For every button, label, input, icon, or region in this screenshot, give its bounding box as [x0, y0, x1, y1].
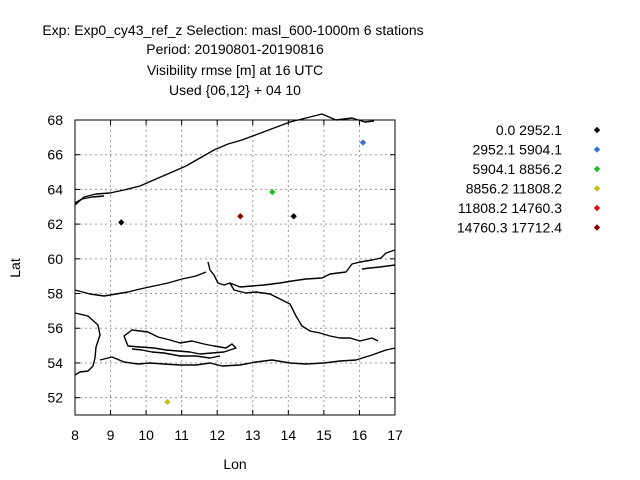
y-tick-label: 54 — [47, 355, 63, 371]
plot-frame — [74, 119, 396, 416]
y-tick-label: 68 — [47, 112, 63, 128]
station-marker — [118, 219, 125, 226]
legend: 0.0 2952.1 2952.1 5904.1 5904.1 8856.2 8856… — [457, 122, 601, 236]
x-axis-label: Lon — [223, 456, 246, 472]
legend-marker — [593, 224, 601, 231]
station-marker — [359, 139, 367, 146]
legend-label: 11808.2 14760.3 — [458, 200, 562, 216]
legend-marker — [593, 204, 601, 212]
coastlines — [74, 113, 396, 376]
legend-label: 14760.3 17712.4 — [457, 220, 562, 236]
station-marker — [164, 398, 171, 406]
y-tick-label: 52 — [47, 390, 63, 406]
y-tick-label: 60 — [47, 251, 63, 267]
y-tick-label: 56 — [47, 320, 63, 336]
y-tick-label: 64 — [47, 181, 63, 197]
legend-marker — [593, 185, 601, 192]
x-tick-label: 17 — [387, 427, 403, 443]
x-axis-ticks: 8 9 10 11 12 13 14 15 16 17 — [71, 120, 403, 443]
y-tick-label: 58 — [47, 286, 63, 302]
station-marker — [237, 213, 244, 220]
x-tick-label: 9 — [107, 427, 115, 443]
legend-marker — [593, 146, 601, 153]
station-marker — [290, 213, 297, 220]
y-axis-ticks: 52 54 56 58 60 62 64 66 68 — [47, 112, 395, 406]
title-line-1: Exp: Exp0_cy43_ref_z Selection: masl_600… — [42, 22, 423, 38]
legend-label: 5904.1 8856.2 — [472, 161, 562, 177]
grid-lines — [75, 120, 395, 415]
legend-label: 2952.1 5904.1 — [472, 142, 562, 158]
y-tick-label: 62 — [47, 216, 63, 232]
legend-label: 0.0 2952.1 — [496, 122, 562, 138]
legend-marker — [593, 165, 601, 173]
x-tick-label: 13 — [245, 427, 261, 443]
x-tick-label: 15 — [316, 427, 332, 443]
x-tick-label: 14 — [281, 427, 297, 443]
x-tick-label: 8 — [71, 427, 79, 443]
x-tick-label: 12 — [209, 427, 225, 443]
x-tick-label: 16 — [352, 427, 368, 443]
y-axis-label: Lat — [7, 258, 23, 278]
station-points — [118, 139, 367, 406]
title-line-2: Period: 20190801-20190816 — [146, 41, 324, 57]
station-marker — [269, 188, 276, 196]
title-line-4: Used {06,12} + 04 10 — [169, 82, 301, 98]
x-tick-label: 10 — [138, 427, 154, 443]
y-tick-label: 66 — [47, 147, 63, 163]
legend-marker — [593, 126, 601, 134]
title-line-3: Visibility rmse [m] at 16 UTC — [147, 62, 323, 78]
x-tick-label: 11 — [174, 427, 189, 443]
legend-label: 8856.2 11808.2 — [466, 181, 562, 197]
